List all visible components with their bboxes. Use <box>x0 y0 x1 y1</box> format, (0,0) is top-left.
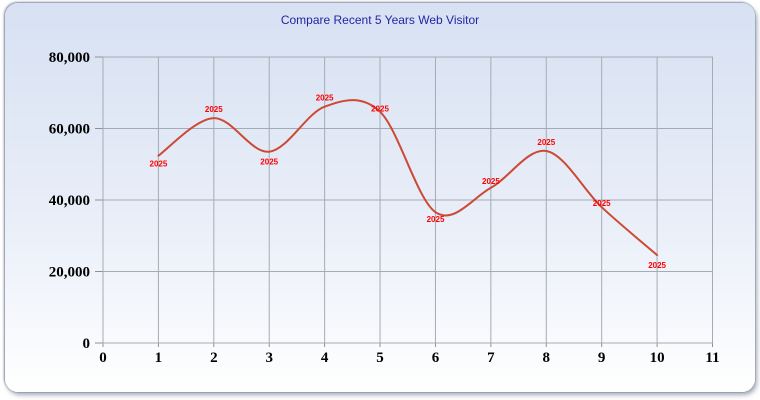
plot-area-border <box>102 56 713 344</box>
chart-title: Compare Recent 5 Years Web Visitor <box>280 13 480 27</box>
x-tick-label: 1 <box>155 350 163 366</box>
x-tick-label: 6 <box>432 350 440 366</box>
x-tick-label: 5 <box>376 350 384 366</box>
y-tick-label: 80,000 <box>49 50 90 66</box>
x-tick-label: 7 <box>487 350 495 366</box>
point-label: 2025 <box>593 199 611 208</box>
y-tick-label: 20,000 <box>49 265 90 281</box>
y-tick-label: 40,000 <box>49 193 90 209</box>
point-label: 2025 <box>537 138 555 147</box>
point-label: 2025 <box>427 215 445 224</box>
series-line <box>157 99 659 257</box>
x-tick-label: 8 <box>543 350 551 366</box>
y-tick-label: 0 <box>83 336 91 352</box>
x-tick-label: 0 <box>99 350 107 366</box>
point-label: 2025 <box>648 261 666 270</box>
point-label: 2025 <box>371 105 389 114</box>
x-tick-label: 2 <box>210 350 218 366</box>
point-label: 2025 <box>316 94 334 103</box>
point-label: 2025 <box>205 105 223 114</box>
x-tick-label: 3 <box>265 350 273 366</box>
x-tick-label: 9 <box>598 350 606 366</box>
x-tick-label: 11 <box>705 350 719 366</box>
y-tick-label: 60,000 <box>49 122 90 138</box>
x-tick-label: 4 <box>321 350 329 366</box>
point-label: 2025 <box>260 158 278 167</box>
point-label: 2025 <box>482 177 500 186</box>
point-label: 2025 <box>150 160 168 169</box>
x-tick-label: 10 <box>650 350 665 366</box>
